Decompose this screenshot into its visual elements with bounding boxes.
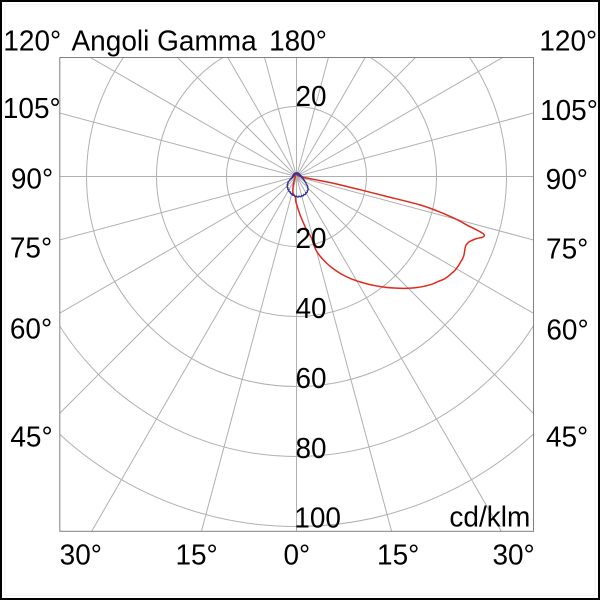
svg-text:60°: 60° [10,314,52,346]
svg-text:20: 20 [296,81,327,113]
svg-text:75°: 75° [10,233,52,265]
svg-text:90°: 90° [11,164,53,196]
svg-text:180°: 180° [269,25,327,57]
svg-text:80: 80 [296,433,327,465]
svg-text:100: 100 [294,503,341,535]
svg-text:60: 60 [296,363,327,395]
svg-text:30°: 30° [60,540,102,572]
svg-text:105°: 105° [3,93,61,125]
svg-text:90°: 90° [546,164,588,196]
svg-text:Angoli Gamma: Angoli Gamma [72,26,258,58]
svg-text:45°: 45° [546,422,588,454]
svg-text:60°: 60° [546,314,588,346]
svg-text:105°: 105° [540,95,598,127]
svg-text:cd/klm: cd/klm [449,502,530,534]
svg-text:40: 40 [296,293,327,325]
svg-text:20: 20 [296,223,327,255]
svg-text:0°: 0° [283,540,310,572]
svg-text:75°: 75° [546,233,588,265]
svg-text:15°: 15° [175,540,217,572]
svg-text:120°: 120° [3,26,61,58]
svg-text:15°: 15° [377,540,419,572]
svg-text:30°: 30° [492,540,534,572]
svg-text:45°: 45° [10,422,52,454]
svg-text:120°: 120° [539,25,597,57]
